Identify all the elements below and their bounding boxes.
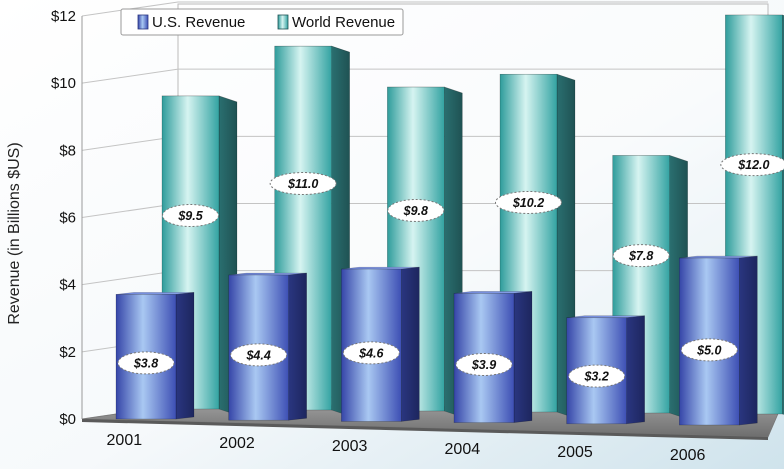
us-value-label-2004: $3.9: [471, 358, 496, 372]
y-axis-ticks: $0 $2 $4 $6 $8 $10 $12: [51, 8, 76, 428]
us-value-label-2005: $3.2: [583, 370, 608, 384]
us-value-label-2001: $3.8: [133, 356, 158, 370]
y-tick-label: $10: [51, 75, 76, 92]
us-bar-2001-side: [175, 292, 195, 420]
gridline: [81, 1, 768, 17]
us-bar-2003-side: [401, 266, 420, 422]
us-value-label-2001-bubble: [117, 351, 175, 375]
legend-swatch-us: [137, 14, 149, 30]
x-tick-label: 2002: [219, 435, 255, 452]
world-value-label-2005: $7.8: [628, 249, 653, 263]
us-bar-2004-side: [513, 291, 533, 423]
legend-label-world: World Revenue: [292, 14, 395, 31]
y-tick-label: $0: [59, 411, 76, 428]
us-value-label-2006-bubble: [680, 338, 738, 362]
world-value-label-2003: $9.8: [403, 204, 428, 218]
us-bar-2006-side: [739, 255, 758, 426]
us-value-label-2005-bubble: [568, 364, 626, 388]
legend-swatch-world: [277, 14, 289, 30]
world-value-label-2002: $11.0: [287, 177, 318, 191]
world-value-label-2004: $10.2: [512, 196, 544, 210]
world-value-label-2003-bubble: [387, 198, 445, 222]
us-value-label-2002-bubble: [230, 343, 288, 367]
us-bar-2002-side: [288, 272, 307, 421]
x-tick-label: 2006: [670, 447, 706, 464]
y-tick-label: $6: [59, 210, 76, 227]
us-value-label-2003: $4.6: [358, 346, 384, 360]
y-tick-label: $12: [51, 8, 76, 25]
x-axis-labels: 2001 2002 2003 2004 2005 2006: [107, 432, 706, 464]
gridline: [81, 68, 768, 84]
x-tick-label: 2001: [107, 432, 143, 449]
floor-edge: [82, 419, 768, 440]
legend-label-us: U.S. Revenue: [152, 14, 245, 31]
x-tick-label: 2003: [332, 438, 368, 455]
world-value-label-2001: $9.5: [177, 209, 203, 223]
world-value-label-2001-bubble: [162, 204, 219, 228]
us-value-label-2002: $4.4: [245, 348, 270, 362]
us-bar-2005-side: [626, 315, 645, 425]
us-value-label-2006: $5.0: [696, 343, 721, 357]
x-tick-label: 2005: [557, 444, 593, 461]
bars: $9.5 $11.0 $9.8 $10.2 $7.8 $12.0 $3.8 $4.4 $4.6 $…: [115, 14, 784, 426]
x-tick-label: 2004: [445, 441, 481, 458]
us-value-label-2003-bubble: [342, 341, 400, 365]
y-tick-label: $4: [59, 277, 76, 294]
y-axis-title: Revenue (in Billions $US): [6, 142, 23, 324]
world-value-label-2004-bubble: [495, 190, 562, 214]
us-value-label-2004-bubble: [455, 352, 513, 376]
legend: U.S. Revenue World Revenue: [120, 8, 404, 36]
world-value-label-2002-bubble: [269, 172, 337, 196]
world-value-label-2006-bubble: [720, 153, 784, 177]
legend-box: [120, 8, 404, 36]
y-tick-label: $2: [59, 344, 76, 361]
y-tick-label: $8: [59, 142, 76, 159]
world-value-label-2006: $12.0: [737, 158, 769, 172]
world-value-label-2005-bubble: [612, 244, 670, 268]
